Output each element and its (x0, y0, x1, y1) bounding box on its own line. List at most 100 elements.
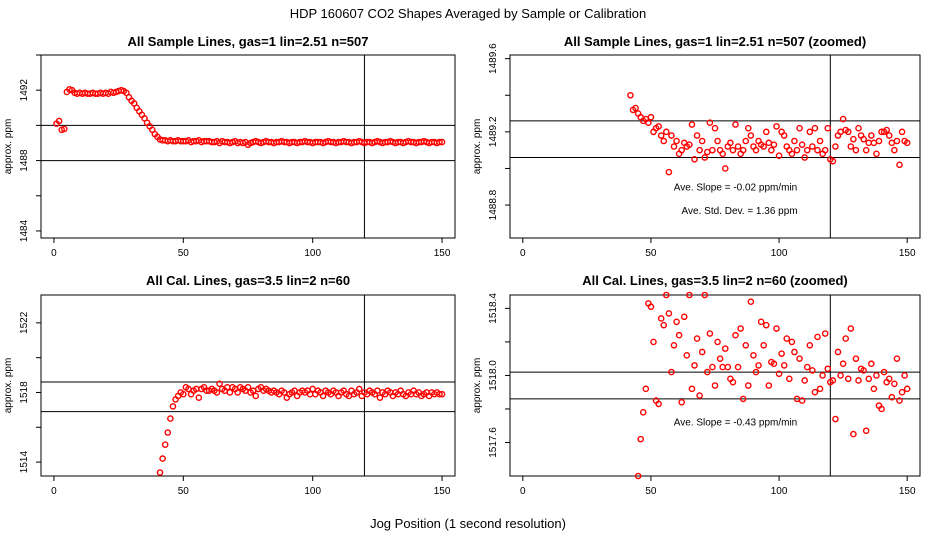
y-axis-label: approx. ppm (3, 358, 14, 414)
data-point (693, 335, 701, 342)
data-point (796, 124, 803, 132)
data-point (698, 137, 706, 145)
data-point (891, 146, 898, 154)
annotation-text: Ave. Slope = -0.02 ppm/min (674, 182, 798, 193)
data-point (806, 341, 814, 349)
data-point (896, 161, 903, 169)
data-point (436, 138, 443, 146)
data-point (714, 137, 721, 145)
data-point (156, 469, 164, 476)
data-point (732, 331, 739, 339)
data-point (704, 368, 711, 376)
data-point (665, 310, 673, 317)
data-point (868, 132, 875, 139)
data-point (673, 318, 680, 326)
data-point (814, 146, 821, 154)
figure-title: HDP 160607 CO2 Shapes Averaged by Sample… (289, 6, 647, 21)
data-point (878, 405, 885, 413)
data-point (752, 368, 760, 376)
data-point (791, 137, 798, 145)
data-point (647, 303, 655, 311)
data-point (750, 352, 757, 359)
data-point (821, 330, 829, 337)
data-point (714, 338, 721, 346)
data-point (724, 363, 732, 371)
panel-title: All Sample Lines, gas=1 lin=2.51 n=507 (… (564, 34, 866, 49)
data-point (760, 143, 767, 150)
data-point (376, 394, 384, 401)
data-point (862, 146, 870, 154)
data-point (888, 139, 896, 147)
data-point (670, 341, 678, 349)
data-point (355, 385, 363, 393)
data-point (438, 138, 446, 146)
data-point (788, 338, 796, 346)
data-point (742, 137, 750, 145)
y-tick-label: 1518 (19, 381, 30, 404)
data-point (852, 146, 860, 154)
data-point (663, 291, 670, 299)
data-point (719, 363, 726, 371)
data-point (686, 141, 693, 148)
data-point (850, 135, 857, 143)
data-point (657, 315, 665, 322)
data-point (778, 350, 785, 357)
data-point (775, 370, 783, 378)
data-point (860, 367, 867, 374)
data-point (780, 132, 788, 139)
y-axis-label: approx. ppm (472, 119, 483, 175)
x-tick-label: 150 (899, 486, 916, 497)
data-point (701, 291, 709, 299)
x-tick-label: 0 (51, 486, 57, 497)
data-point (821, 146, 829, 154)
data-point (678, 146, 685, 154)
data-point (642, 385, 650, 393)
y-tick-label: 1488 (19, 149, 30, 172)
y-axis-label: approx. ppm (3, 119, 14, 175)
data-point (706, 330, 714, 337)
data-point (850, 430, 857, 438)
data-point (709, 363, 716, 371)
data-point (896, 397, 903, 404)
y-tick-label: 1518.4 (488, 293, 499, 324)
data-point (855, 377, 862, 384)
data-point (762, 128, 770, 136)
data-point (727, 139, 734, 147)
data-point (213, 389, 221, 396)
data-point (847, 143, 855, 150)
panel-title: All Cal. Lines, gas=3.5 lin=2 n=60 (zoom… (582, 273, 848, 288)
data-point (885, 132, 893, 139)
data-point (865, 139, 873, 147)
data-point (627, 91, 634, 99)
figure-xlabel: Jog Position (1 second resolution) (370, 516, 566, 531)
data-point (829, 377, 837, 384)
data-point (693, 132, 701, 139)
x-tick-label: 50 (645, 248, 657, 259)
data-point (793, 146, 801, 154)
x-tick-label: 0 (51, 248, 57, 259)
data-point (816, 137, 824, 145)
data-point (732, 121, 739, 128)
data-point (873, 372, 880, 379)
data-point (711, 124, 719, 132)
data-point (696, 146, 703, 154)
data-point (898, 128, 906, 136)
data-point (768, 146, 775, 154)
annotation-text: Ave. Slope = -0.43 ppm/min (674, 417, 798, 428)
data-point (903, 139, 911, 147)
data-point (747, 132, 755, 139)
data-point (752, 146, 760, 154)
data-point (737, 325, 744, 332)
data-point (773, 325, 780, 332)
data-point (180, 390, 187, 398)
plot-frame (40, 294, 456, 477)
y-tick-label: 1492 (19, 79, 30, 102)
data-point (814, 333, 821, 341)
data-point (668, 368, 675, 376)
x-tick-label: 50 (645, 486, 657, 497)
data-point (660, 321, 668, 329)
data-point (832, 143, 839, 150)
data-point (686, 291, 693, 299)
data-point (891, 380, 898, 388)
x-tick-label: 150 (899, 248, 916, 259)
